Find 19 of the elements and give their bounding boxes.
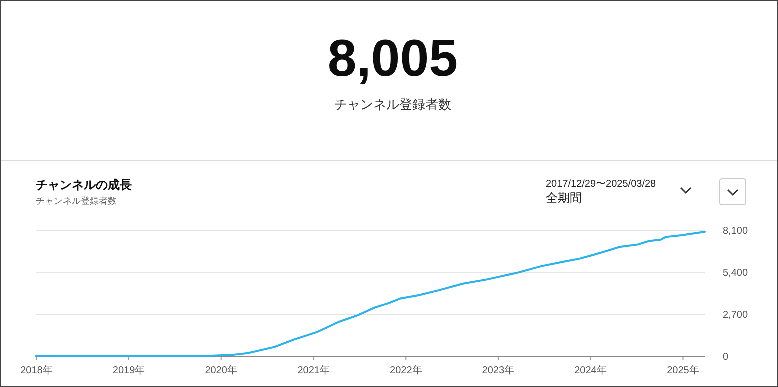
x-tick-label: 2023年 bbox=[482, 364, 515, 376]
text: 8,005 bbox=[328, 30, 458, 88]
x-tick-label: 2024年 bbox=[574, 364, 607, 376]
chart-title: チャンネルの成長 bbox=[36, 178, 132, 192]
x-tick-label: 2021年 bbox=[298, 364, 330, 376]
text: 全期間 bbox=[546, 191, 582, 205]
y-tick-label: 0 bbox=[723, 352, 729, 363]
y-tick-label: 2,700 bbox=[723, 310, 748, 321]
line-series bbox=[35, 230, 706, 358]
x-tick-label: 2020年 bbox=[205, 364, 238, 376]
x-tick-label: 2022年 bbox=[390, 364, 422, 376]
x-tick-label: 2025年 bbox=[667, 364, 700, 376]
text: 2017/12/29〜2025/03/28 bbox=[546, 179, 657, 190]
text: チャンネル登録者数 bbox=[334, 97, 452, 112]
x-tick-label: 2019年 bbox=[112, 364, 146, 376]
x-tick-label: 2018年 bbox=[20, 364, 53, 376]
y-tick-label: 8,100 bbox=[723, 226, 748, 237]
chart-subtitle: チャンネル登録者数 bbox=[36, 196, 117, 206]
y-tick-label: 5,400 bbox=[723, 268, 748, 279]
